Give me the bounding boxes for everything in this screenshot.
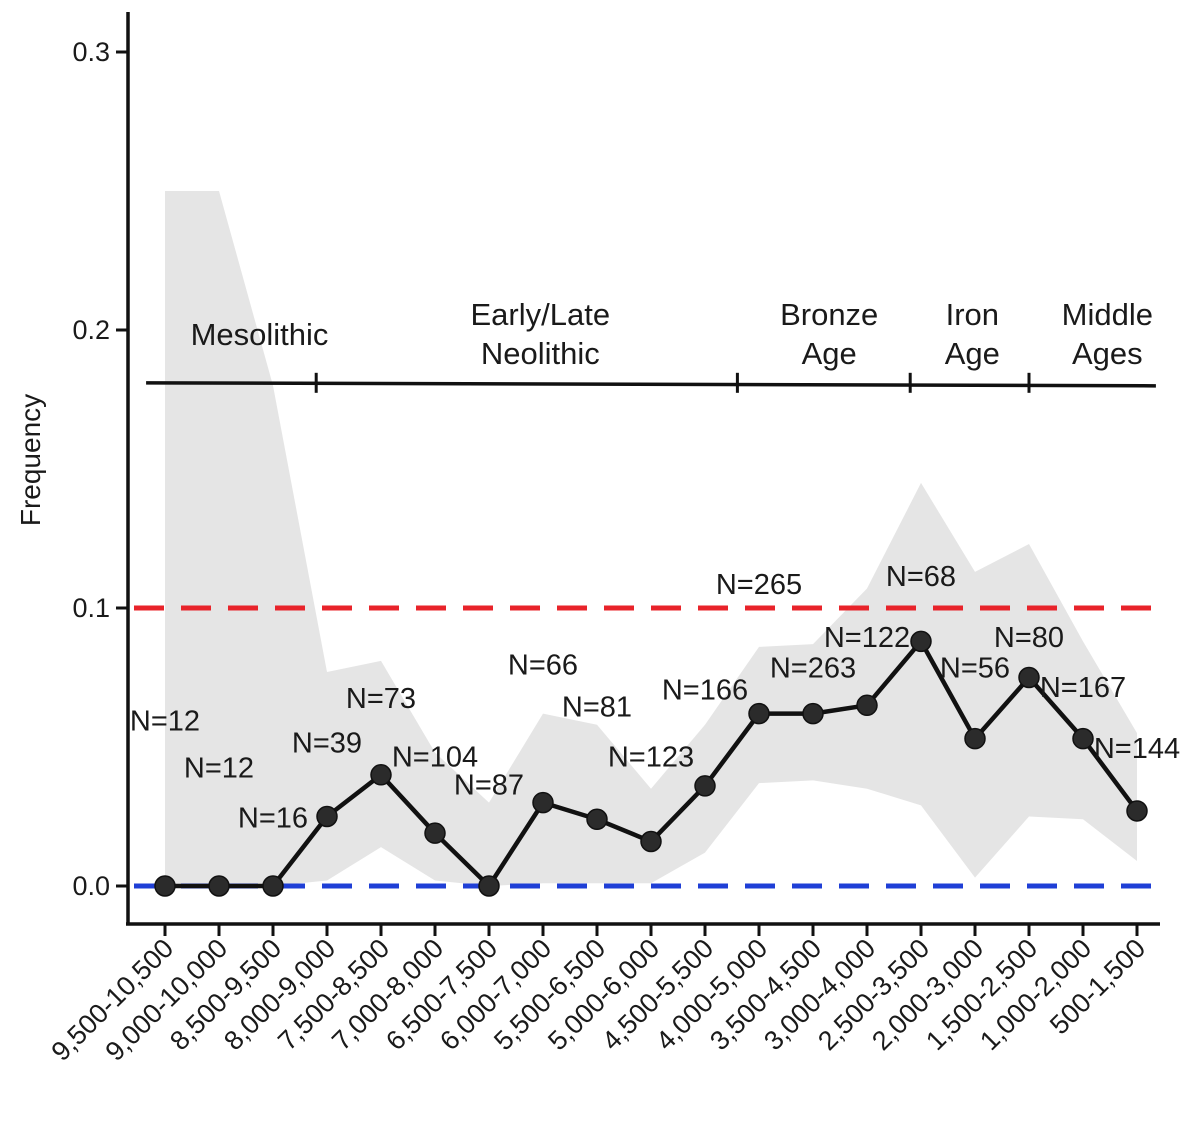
- sample-size-label: N=66: [508, 650, 578, 682]
- sample-size-label: N=167: [1040, 672, 1126, 704]
- y-tick-label: 0.3: [72, 37, 110, 67]
- sample-size-label: N=263: [770, 653, 856, 685]
- sample-size-label: N=12: [184, 753, 254, 785]
- period-label-line: Iron: [946, 297, 999, 332]
- period-label-line: Bronze: [780, 297, 878, 332]
- y-tick-label: 0.2: [72, 315, 110, 345]
- data-point: [154, 875, 176, 897]
- data-point: [316, 805, 338, 828]
- period-label-line: Age: [945, 336, 1000, 371]
- period-label: Mesolithic: [191, 317, 329, 352]
- data-point: [478, 875, 500, 897]
- data-point: [748, 702, 770, 725]
- sample-size-label: N=16: [238, 803, 308, 835]
- period-label: Bronze Age: [780, 297, 878, 371]
- data-point: [208, 875, 230, 897]
- y-axis-ticks: 0.0 0.1 0.2 0.3: [72, 37, 128, 901]
- reference-lines: [134, 605, 1162, 889]
- data-point: [640, 830, 662, 853]
- period-label-line: Early/Late: [471, 297, 611, 332]
- sample-size-label: N=265: [716, 569, 802, 601]
- data-point: [1018, 666, 1040, 689]
- data-point: [424, 822, 446, 844]
- sample-size-label: N=12: [130, 705, 200, 737]
- data-point: [370, 764, 392, 786]
- confidence-band: [165, 191, 1137, 886]
- period-label-line: Age: [802, 336, 857, 371]
- data-point: [856, 694, 878, 717]
- sample-size-label: N=87: [454, 769, 524, 801]
- y-tick-label: 0.0: [72, 871, 110, 901]
- sample-size-label: N=123: [608, 741, 694, 773]
- sample-size-label: N=39: [292, 728, 362, 760]
- ci-band-area: [165, 191, 1137, 886]
- period-label-line: Mesolithic: [191, 317, 329, 352]
- sample-size-label: N=68: [886, 561, 956, 593]
- data-point: [802, 702, 824, 725]
- period-bar-line: [146, 381, 1156, 388]
- data-point: [1072, 727, 1094, 750]
- x-axis-ticks: 9,500-10,5009,000-10,0008,500-9,5008,000…: [46, 924, 1151, 1067]
- data-point: [532, 791, 554, 814]
- data-point: [1126, 800, 1148, 822]
- period-label: Middle Ages: [1062, 297, 1153, 371]
- period-label: Early/Late Neolithic: [471, 297, 611, 371]
- axes: [126, 12, 1160, 926]
- sample-size-label: N=122: [824, 622, 910, 654]
- period-label-line: Ages: [1072, 336, 1143, 371]
- sample-size-label: N=144: [1094, 733, 1180, 765]
- sample-size-label: N=80: [994, 622, 1064, 654]
- sample-size-label: N=73: [346, 683, 416, 715]
- data-point: [586, 808, 608, 831]
- sample-size-label: N=56: [940, 653, 1010, 685]
- y-tick-label: 0.1: [72, 593, 110, 623]
- data-point: [964, 727, 986, 750]
- period-label-line: Neolithic: [481, 336, 600, 371]
- y-axis-label: Frequency: [15, 394, 46, 526]
- data-point: [694, 775, 716, 797]
- period-label: Iron Age: [945, 297, 1000, 371]
- sample-size-label: N=104: [392, 741, 478, 773]
- sample-size-label: N=166: [662, 675, 748, 707]
- data-point: [262, 875, 284, 897]
- sample-size-label: N=81: [562, 691, 632, 723]
- series-points: [154, 630, 1148, 897]
- data-point: [910, 630, 932, 653]
- period-label-line: Middle: [1062, 297, 1153, 332]
